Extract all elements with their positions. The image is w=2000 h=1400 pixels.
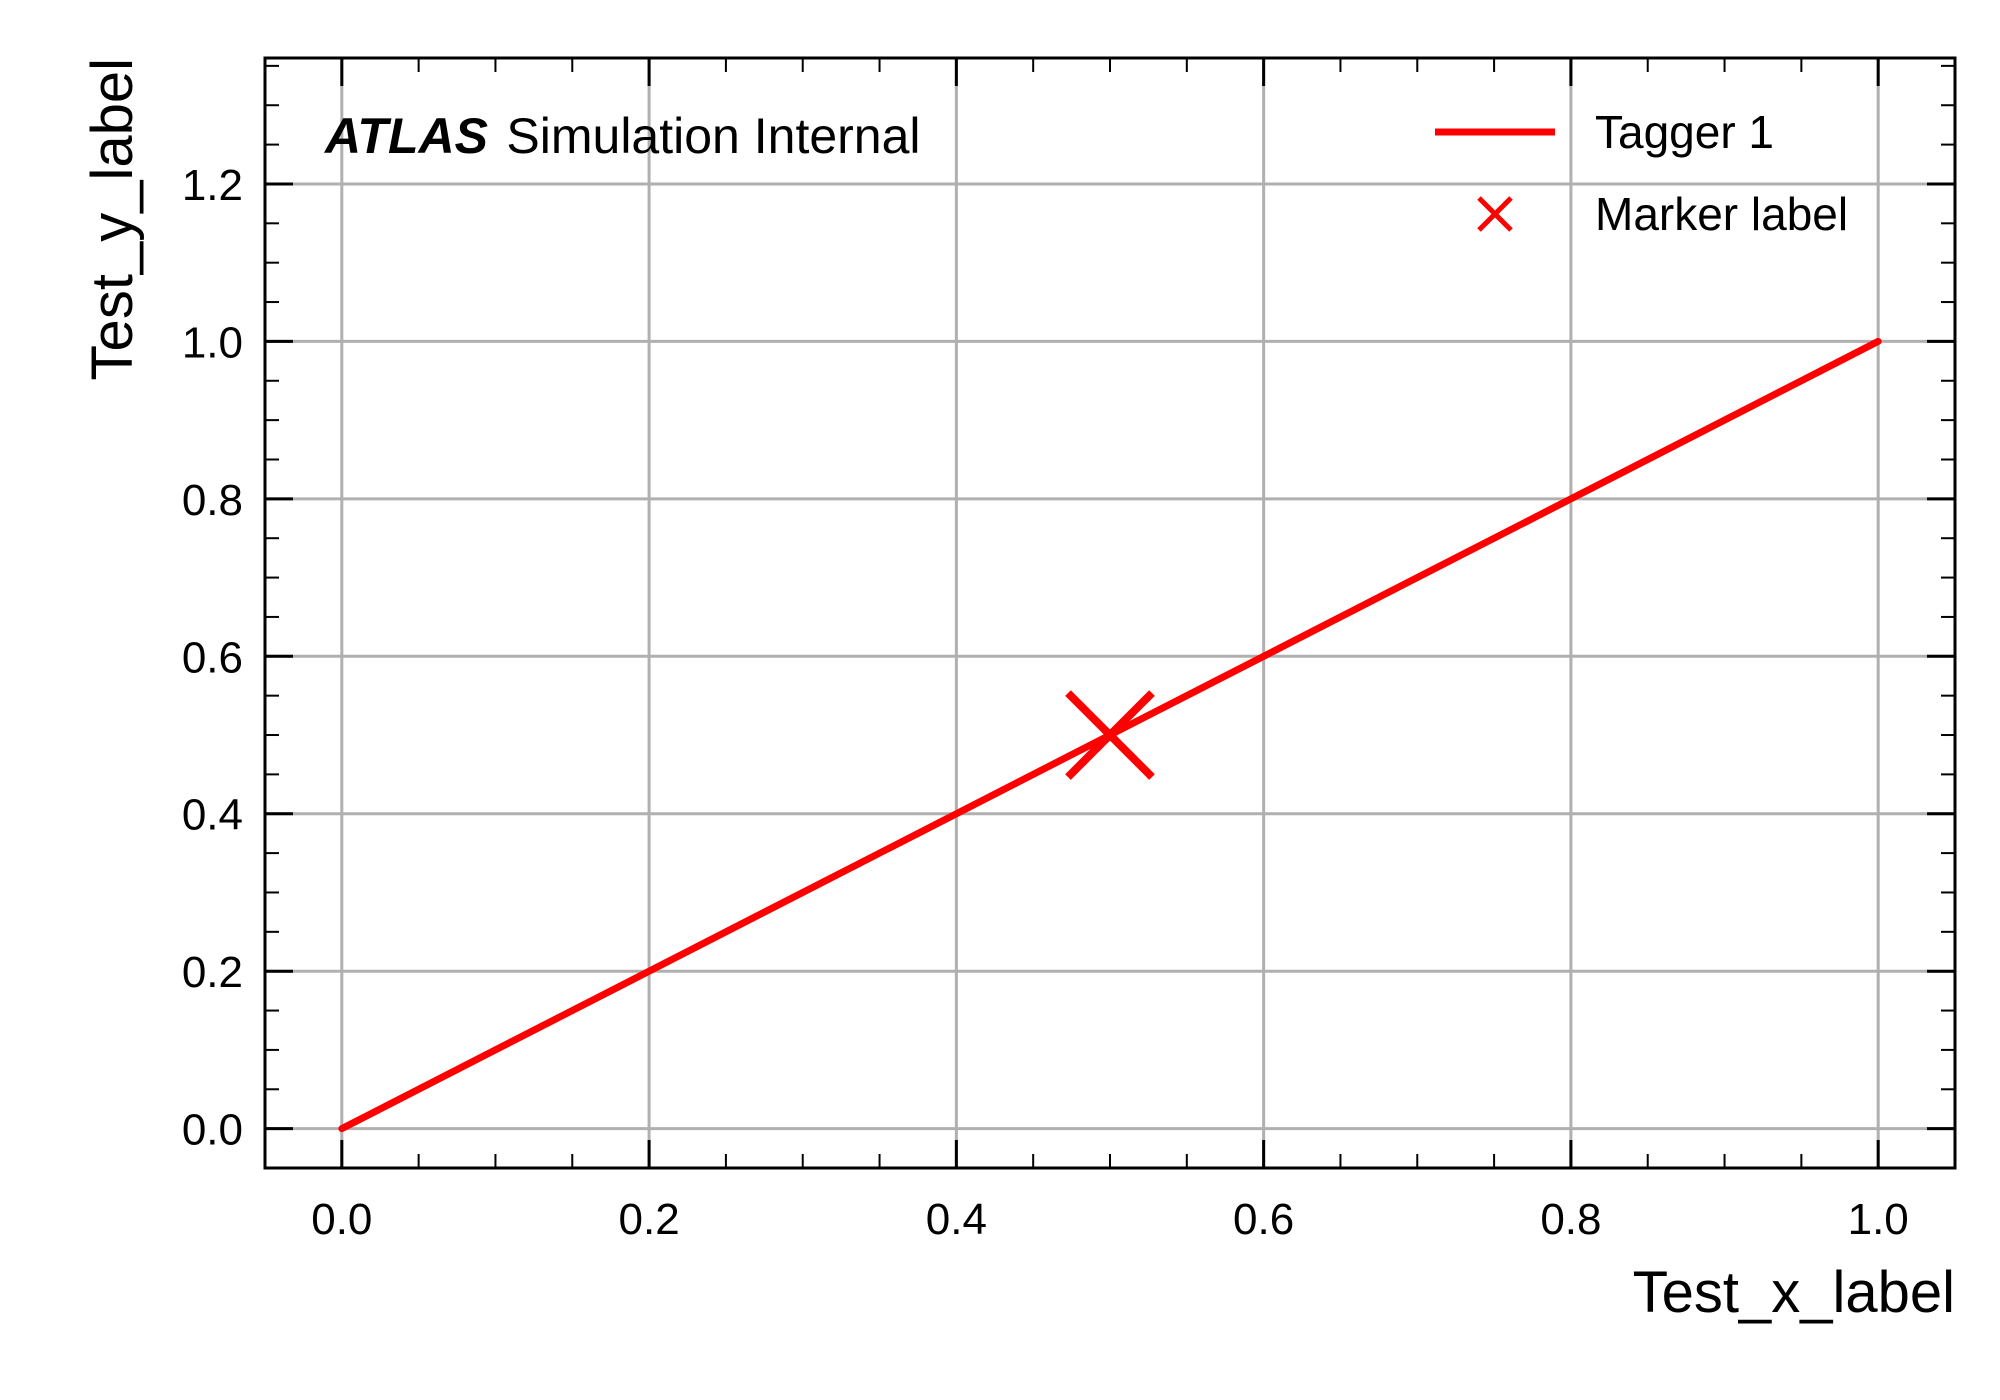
grid <box>265 58 1955 1168</box>
y-tick-label-1: 0.2 <box>182 948 243 997</box>
x-tick-label-1: 0.2 <box>619 1195 680 1244</box>
y-tick-label-2: 0.4 <box>182 791 243 840</box>
x-tick-label-0: 0.0 <box>311 1195 372 1244</box>
marker-stroke <box>1065 690 1155 780</box>
y-tick-label-5: 1.0 <box>182 318 243 367</box>
marker-layer <box>1065 690 1155 780</box>
x-tick-label-2: 0.4 <box>926 1195 987 1244</box>
x-tick-label-4: 0.8 <box>1540 1195 1601 1244</box>
marker-0 <box>1065 690 1155 780</box>
y-axis-label: Test_y_label <box>80 58 145 380</box>
legend-label-0: Tagger 1 <box>1595 106 1774 158</box>
x-tick-label-3: 0.6 <box>1233 1195 1294 1244</box>
y-tick-label-0: 0.0 <box>182 1106 243 1155</box>
legend-marker-stroke <box>1477 196 1513 232</box>
y-tick-label-6: 1.2 <box>182 161 243 210</box>
legend-marker-swatch-0 <box>1477 196 1513 232</box>
y-tick-label-3: 0.6 <box>182 633 243 682</box>
legend-marker-label-0: Marker label <box>1595 188 1848 240</box>
y-tick-label-4: 0.8 <box>182 476 243 525</box>
atlas-label-bold: ATLAS <box>323 108 488 164</box>
x-tick-label-5: 1.0 <box>1848 1195 1909 1244</box>
x-axis-label: Test_x_label <box>1633 1260 1955 1325</box>
axis-ticks <box>264 58 1956 1169</box>
tick-labels: 0.0 0.2 0.4 0.6 0.8 1.0 0.0 0.2 0.4 0.6 0.8 1.0 1.2 <box>182 161 1909 1244</box>
atlas-label-rest: Simulation Internal <box>506 108 920 164</box>
atlas-label: ATLAS Simulation Internal <box>323 108 921 164</box>
legend: Tagger 1 Marker label <box>1435 106 1848 240</box>
